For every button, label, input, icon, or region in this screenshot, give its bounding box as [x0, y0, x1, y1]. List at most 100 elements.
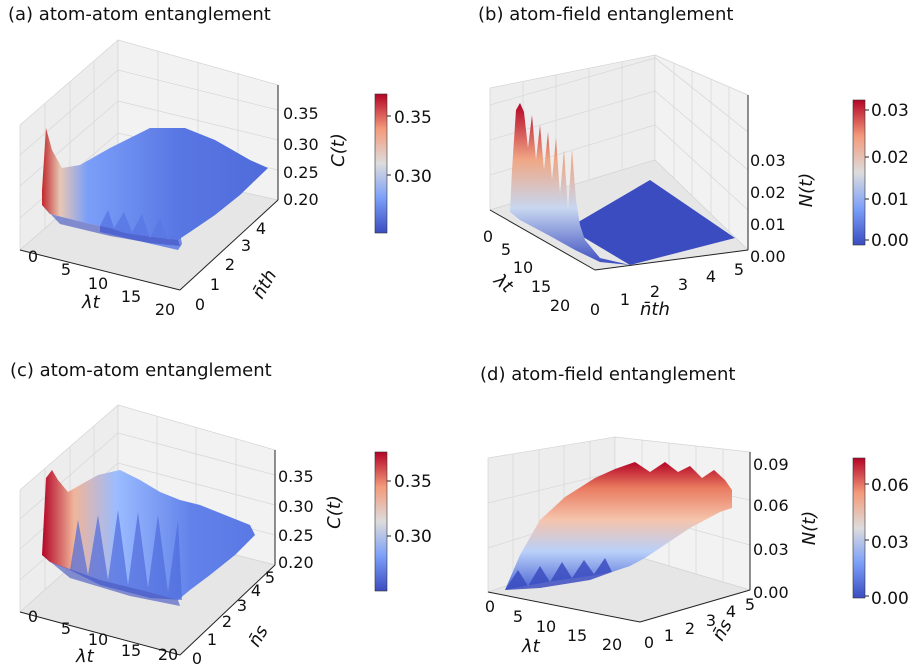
- panel-c-ytick: 1: [207, 630, 217, 649]
- panel-c-xtick: 10: [88, 630, 108, 649]
- panel-b-xticks: 0 5 10 15 20: [483, 227, 570, 315]
- panel-d-xlabel: λt: [521, 636, 541, 657]
- panel-b-xtick: 5: [501, 240, 511, 259]
- panel-c-ztick: 0.20: [278, 553, 314, 572]
- panel-a-xtick: 0: [28, 247, 38, 266]
- panel-a-ztick: 0.30: [283, 135, 319, 154]
- panel-b-ytick: 5: [734, 260, 744, 279]
- panel-c-ztick: 0.25: [278, 526, 314, 545]
- panel-b-xtick: 0: [483, 227, 493, 246]
- panel-a-ztick: 0.20: [283, 190, 319, 209]
- panel-d-xtick: 0: [485, 597, 495, 616]
- panel-b-title: (b) atom-field entanglement: [478, 4, 733, 25]
- panel-c-zlabel: C(t): [324, 495, 345, 529]
- panel-b-ztick: 0.02: [750, 183, 786, 202]
- panel-d-ztick: 0.00: [753, 583, 789, 602]
- panel-d-ztick: 0.03: [753, 540, 789, 559]
- panel-c-ytick: 3: [237, 596, 247, 615]
- panel-b-ytick: 2: [650, 282, 660, 301]
- panel-d-ztick: 0.06: [753, 496, 789, 515]
- panel-b-yticks: 0 1 2 3 4 5: [590, 260, 744, 319]
- panel-c-xticks: 0 5 10 15 20: [28, 607, 178, 664]
- panel-a-ztick: 0.35: [283, 104, 319, 123]
- panel-c-colorbar: 0.30 0.35: [374, 451, 432, 592]
- panel-d-xticks: 0 5 10 15 20: [485, 597, 622, 654]
- panel-b-ytick: 1: [620, 290, 630, 309]
- panel-b-xtick: 15: [531, 277, 551, 296]
- panel-c: (c) atom-atom entanglement 0 5 10 15: [10, 360, 432, 668]
- panel-c-ytick: 4: [251, 581, 261, 600]
- panel-c-ytick: 5: [265, 568, 275, 587]
- panel-a-cbtick: 0.30: [394, 167, 432, 187]
- panel-a-xtick: 20: [155, 300, 175, 319]
- panel-b-xtick: 10: [513, 258, 533, 277]
- panel-b-cbtick: 0.03: [871, 101, 909, 121]
- panel-c-cbtick: 0.35: [394, 472, 432, 492]
- panel-c-xtick: 20: [158, 645, 178, 664]
- panel-a-cbtick: 0.35: [394, 108, 432, 128]
- panel-d-ytick: 2: [685, 619, 695, 638]
- panel-d-cbtick: 0.00: [871, 589, 909, 609]
- panel-a-xlabel: λt: [81, 292, 101, 313]
- panel-b-ztick: 0.00: [750, 247, 786, 266]
- panel-d-xtick: 5: [513, 607, 523, 626]
- panel-d-ytick: 5: [745, 595, 755, 614]
- panel-b-cbtick: 0.01: [871, 190, 909, 210]
- panel-a-zticks: 0.35 0.30 0.25 0.20: [283, 104, 319, 209]
- panel-d-xtick: 10: [536, 617, 556, 636]
- panel-c-ytick: 0: [192, 649, 202, 668]
- panel-d-ztick: 0.09: [753, 455, 789, 474]
- panel-c-ytick: 2: [222, 612, 232, 631]
- panel-d-ytick: 1: [664, 626, 674, 645]
- panel-b-colorbar: 0.00 0.01 0.02 0.03: [852, 99, 909, 251]
- panel-b-surface: [510, 103, 735, 265]
- panel-a-xtick: 5: [61, 260, 71, 279]
- panel-c-ztick: 0.30: [278, 497, 314, 516]
- panel-c-xtick: 15: [121, 641, 141, 660]
- panel-a-xtick: 10: [88, 274, 108, 293]
- panel-a-surface: [42, 128, 268, 250]
- panel-d: (d) atom-field entanglement 0 5 10 15 2: [480, 364, 909, 657]
- panel-a-colorbar: 0.30 0.35: [374, 93, 432, 234]
- panel-d-colorbar: 0.00 0.03 0.06: [852, 457, 909, 609]
- panel-d-ytick: 0: [644, 633, 654, 652]
- panel-d-ytick: 3: [706, 611, 716, 630]
- panel-c-cbtick: 0.30: [394, 527, 432, 547]
- panel-a-ytick: 3: [241, 236, 251, 255]
- panel-c-ztick: 0.35: [278, 467, 314, 486]
- panel-a-xtick: 15: [121, 287, 141, 306]
- panel-d-cbtick: 0.06: [871, 476, 909, 496]
- panel-d-xtick: 15: [567, 626, 587, 645]
- panel-a-ytick: 1: [210, 275, 220, 294]
- panel-c-xlabel: λt: [75, 646, 95, 667]
- panel-a-yticks: 0 1 2 3 4: [195, 219, 266, 314]
- panel-a-zlabel: C(t): [328, 133, 349, 167]
- panel-c-zticks: 0.35 0.30 0.25 0.20: [278, 467, 314, 572]
- panel-b-xtick: 20: [550, 296, 570, 315]
- panel-b-ztick: 0.01: [750, 215, 786, 234]
- panel-b-cbtick: 0.02: [871, 148, 909, 168]
- panel-a-ytick: 0: [195, 295, 205, 314]
- panel-b: (b) atom-field entanglement 0 5 10 15 2: [478, 4, 909, 320]
- panel-b-ytick: 4: [706, 267, 716, 286]
- panel-a-title: (a) atom-atom entanglement: [8, 4, 271, 25]
- panel-d-yticks: 0 1 2 3 4 5: [644, 595, 755, 652]
- panel-a-ylabel: n̄th: [248, 266, 281, 302]
- panel-d-ytick: 4: [726, 602, 736, 621]
- panel-d-cbtick: 0.03: [871, 533, 909, 553]
- panel-d-zlabel: N(t): [799, 511, 820, 546]
- panel-b-cbtick: 0.00: [871, 231, 909, 251]
- panel-d-surface: [505, 462, 732, 590]
- panel-a-ztick: 0.25: [283, 163, 319, 182]
- panel-c-xtick: 0: [28, 607, 38, 626]
- panel-a-ytick: 2: [225, 255, 235, 274]
- panel-b-ytick: 0: [590, 300, 600, 319]
- panel-c-xtick: 5: [61, 619, 71, 638]
- panel-c-ylabel: n̄s: [244, 622, 273, 651]
- panel-b-ztick: 0.03: [750, 151, 786, 170]
- panel-c-surface: [42, 470, 255, 606]
- panel-b-zlabel: N(t): [796, 173, 817, 208]
- panel-a-ytick: 4: [256, 219, 266, 238]
- panel-d-xtick: 20: [602, 635, 622, 654]
